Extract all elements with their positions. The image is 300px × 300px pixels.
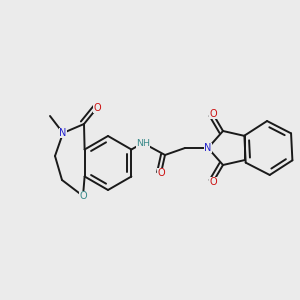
Text: N: N xyxy=(204,143,212,153)
Text: O: O xyxy=(209,177,217,187)
Text: O: O xyxy=(79,191,87,201)
Text: O: O xyxy=(157,168,165,178)
Text: NH: NH xyxy=(136,139,150,148)
Text: N: N xyxy=(59,128,67,138)
Text: O: O xyxy=(209,109,217,119)
Text: O: O xyxy=(93,103,101,113)
